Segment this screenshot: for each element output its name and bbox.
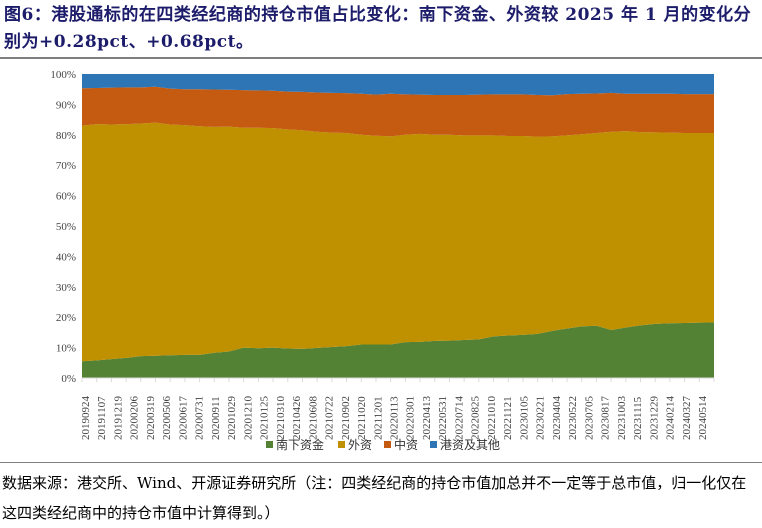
- x-tick-label: 20200911: [210, 396, 222, 440]
- area-series-1: [82, 122, 714, 362]
- x-tick-label: 20220714: [453, 396, 465, 441]
- legend-swatch: [384, 441, 391, 448]
- title-divider: [0, 57, 762, 59]
- x-tick-label: 20200731: [194, 396, 206, 440]
- x-tick-label: 20240327: [681, 396, 693, 441]
- x-tick-label: 20220301: [405, 396, 417, 440]
- x-tick-label: 20200319: [145, 396, 157, 441]
- y-tick-label: 20%: [56, 312, 76, 324]
- area-series-2: [82, 86, 714, 137]
- legend-label: 港资及其他: [440, 438, 500, 452]
- y-tick-label: 0%: [61, 373, 76, 385]
- x-tick-label: 20240214: [665, 396, 677, 441]
- x-tick-label: 20230404: [551, 396, 563, 441]
- x-tick-label: 20211020: [356, 396, 368, 440]
- x-tick-label: 20230221: [535, 396, 547, 440]
- x-tick-label: 20240514: [697, 396, 709, 441]
- x-tick-label: 20230705: [583, 396, 595, 441]
- legend-swatch: [266, 441, 273, 448]
- x-tick-label: 20200206: [129, 396, 141, 441]
- x-tick-label: 20230522: [567, 396, 579, 440]
- x-tick-label: 20210125: [259, 396, 271, 441]
- y-tick-label: 80%: [56, 130, 76, 142]
- y-tick-label: 50%: [56, 221, 76, 233]
- x-tick-label: 20201029: [226, 396, 238, 441]
- y-tick-label: 40%: [56, 251, 76, 263]
- x-tick-label: 20230105: [518, 396, 530, 441]
- x-tick-label: 20191219: [112, 396, 124, 441]
- source-divider: [0, 462, 762, 463]
- y-tick-label: 100%: [50, 69, 76, 81]
- x-tick-label: 20210722: [324, 396, 336, 440]
- x-tick-label: 20200506: [161, 396, 173, 441]
- y-tick-label: 90%: [56, 99, 76, 111]
- stacked-area-chart: 0% 10% 20% 30% 40% 50% 60% 70% 80% 90% 100% 2019092…: [50, 69, 715, 452]
- x-tick-label: 20221121: [502, 396, 514, 440]
- x-tick-label: 20221010: [486, 396, 498, 441]
- x-tick-label: 20220531: [437, 396, 449, 440]
- x-tick-label: 20231115: [632, 396, 644, 440]
- x-tick-label: 20231003: [616, 396, 628, 441]
- x-tick-label: 20210902: [340, 396, 352, 440]
- x-tick-label: 20220825: [470, 396, 482, 441]
- legend-label: 外资: [348, 438, 372, 452]
- legend-label: 中资: [394, 437, 418, 452]
- y-tick-label: 30%: [56, 282, 76, 294]
- legend-label: 南下资金: [276, 437, 324, 452]
- x-tick-label: 20210310: [275, 396, 287, 441]
- y-tick-label: 10%: [56, 343, 76, 355]
- area-series-3: [82, 74, 714, 96]
- x-tick-label: 20210608: [307, 396, 319, 441]
- x-tick-label: 20201210: [242, 396, 254, 441]
- x-tick-label: 20230817: [600, 396, 612, 441]
- area-series-0: [82, 322, 714, 378]
- x-tick-label: 20190924: [80, 396, 92, 441]
- legend-swatch: [338, 441, 345, 448]
- x-tick-label: 20191107: [96, 396, 108, 440]
- y-tick-label: 70%: [56, 160, 76, 172]
- x-tick-label: 20210426: [291, 396, 303, 441]
- x-tick-label: 20220413: [421, 396, 433, 441]
- figure-title: 图6：港股通标的在四类经纪商的持仓市值占比变化：南下资金、外资较 2025 年 …: [4, 5, 752, 52]
- x-tick-label: 20211201: [372, 396, 384, 440]
- x-tick-label: 20200617: [177, 396, 189, 441]
- y-tick-label: 60%: [56, 191, 76, 203]
- legend-swatch: [430, 441, 437, 448]
- x-tick-label: 20220113: [389, 396, 401, 440]
- source-note: 数据来源：港交所、Wind、开源证券研究所（注：四类经纪商的持仓市值加总并不一定…: [2, 474, 747, 522]
- x-tick-label: 20231229: [648, 396, 660, 441]
